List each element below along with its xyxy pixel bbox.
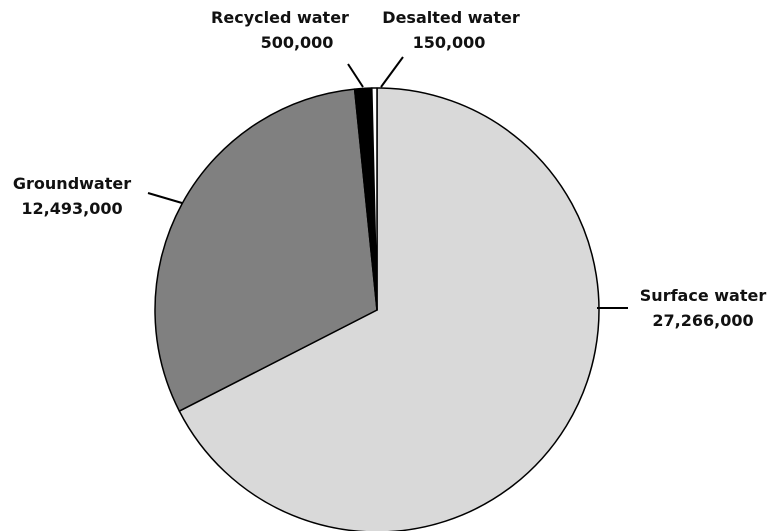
surface-water-slice bbox=[178, 87, 600, 531]
surface-water-value: 27,266,000 bbox=[652, 311, 753, 330]
recycled-water-leader-line bbox=[347, 63, 364, 88]
groundwater-slice bbox=[154, 88, 378, 412]
groundwater-label: Groundwater bbox=[13, 174, 131, 193]
groundwater-value: 12,493,000 bbox=[21, 199, 122, 218]
desalted-water-label: Desalted water bbox=[382, 8, 520, 27]
desalted-water-value: 150,000 bbox=[413, 33, 486, 52]
desalted-water-slice bbox=[371, 87, 378, 311]
groundwater-leader-line bbox=[147, 192, 183, 204]
recycled-water-value: 500,000 bbox=[261, 33, 334, 52]
pie-slices bbox=[154, 87, 600, 531]
surface-water-label: Surface water bbox=[640, 286, 767, 305]
desalted-water-leader-line bbox=[380, 56, 404, 88]
recycled-water-label: Recycled water bbox=[211, 8, 349, 27]
